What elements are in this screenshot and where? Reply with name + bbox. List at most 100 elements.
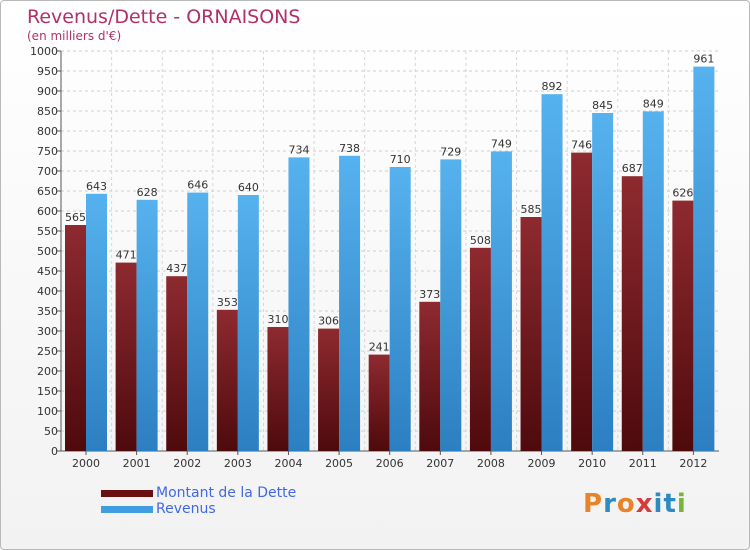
x-tick-label: 2001 <box>123 457 151 470</box>
bar-revenue <box>490 151 512 451</box>
data-label-revenue: 734 <box>288 143 309 156</box>
logo-letter: i <box>676 489 687 519</box>
y-tick-label: 300 <box>37 325 58 338</box>
x-tick-label: 2011 <box>629 457 657 470</box>
data-label-debt: 508 <box>470 234 491 247</box>
bar-revenue <box>288 157 310 451</box>
data-label-debt: 310 <box>267 313 288 326</box>
logo-letter: o <box>616 489 636 519</box>
y-tick-label: 450 <box>37 265 58 278</box>
labels-layer: 0 50 100 150 200 250 300 350 400 450 500 550 600 650 7… <box>30 45 714 470</box>
bar-revenue <box>339 155 361 452</box>
y-tick-label: 800 <box>37 125 58 138</box>
bar-debt <box>469 247 491 451</box>
chart-title: Revenus/Dette - ORNAISONS <box>27 6 301 28</box>
y-tick-label: 100 <box>37 405 58 418</box>
y-tick-label: 500 <box>37 245 58 258</box>
legend-label-debt: Montant de la Dette <box>156 485 297 501</box>
y-tick-label: 250 <box>37 345 58 358</box>
bar-chart: 0 50 100 150 200 250 300 350 400 450 500 550 600 650 7… <box>30 45 719 470</box>
bar-revenue <box>389 167 411 451</box>
bar-debt <box>368 354 390 451</box>
logo-letter: r <box>603 489 617 519</box>
bars-layer <box>65 66 715 452</box>
y-tick-label: 550 <box>37 225 58 238</box>
y-tick-label: 0 <box>51 445 58 458</box>
bar-debt <box>419 301 441 451</box>
chart-subtitle: (en milliers d'€) <box>27 29 122 43</box>
logo-letter: t <box>663 489 677 519</box>
y-tick-label: 350 <box>37 305 58 318</box>
data-label-revenue: 646 <box>187 179 208 192</box>
bar-revenue <box>541 94 563 451</box>
data-label-debt: 437 <box>166 262 187 275</box>
data-label-revenue: 961 <box>693 53 714 66</box>
data-label-revenue: 729 <box>440 145 461 158</box>
x-tick-label: 2004 <box>274 457 302 470</box>
x-tick-label: 2010 <box>578 457 606 470</box>
logo-letter: i <box>653 489 664 519</box>
x-tick-label: 2012 <box>679 457 707 470</box>
bar-debt <box>621 176 643 451</box>
bar-debt <box>216 309 238 451</box>
bar-revenue <box>86 193 107 452</box>
legend-swatch-revenue <box>101 506 153 513</box>
data-label-revenue: 892 <box>542 80 563 93</box>
bar-debt <box>65 225 86 451</box>
x-tick-label: 2008 <box>477 457 505 470</box>
x-tick-label: 2003 <box>224 457 252 470</box>
y-tick-label: 150 <box>37 385 58 398</box>
data-label-revenue: 845 <box>592 99 613 112</box>
data-label-debt: 565 <box>65 211 86 224</box>
data-label-debt: 471 <box>116 249 137 262</box>
data-label-revenue: 628 <box>137 186 158 199</box>
y-tick-label: 700 <box>37 165 58 178</box>
x-tick-label: 2000 <box>72 457 100 470</box>
data-label-debt: 241 <box>369 341 390 354</box>
data-label-revenue: 640 <box>238 181 259 194</box>
y-tick-label: 1000 <box>30 45 58 58</box>
x-tick-label: 2005 <box>325 457 353 470</box>
bar-debt <box>267 327 289 451</box>
data-label-revenue: 749 <box>491 137 512 150</box>
bar-revenue <box>642 111 664 452</box>
bar-debt <box>318 328 340 451</box>
data-label-debt: 746 <box>571 139 592 152</box>
bar-debt <box>166 276 188 451</box>
data-label-debt: 585 <box>521 203 542 216</box>
legend-swatch-debt <box>101 490 153 497</box>
bar-revenue <box>592 113 614 451</box>
legend-label-revenue: Revenus <box>156 501 216 517</box>
data-label-debt: 306 <box>318 315 339 328</box>
x-tick-label: 2007 <box>426 457 454 470</box>
bar-debt <box>520 217 542 451</box>
y-tick-label: 50 <box>44 425 58 438</box>
y-tick-label: 400 <box>37 285 58 298</box>
y-tick-label: 900 <box>37 85 58 98</box>
data-label-debt: 626 <box>672 187 693 200</box>
bar-revenue <box>237 195 259 451</box>
bar-revenue <box>693 66 715 451</box>
y-tick-label: 200 <box>37 365 58 378</box>
data-label-debt: 353 <box>217 296 238 309</box>
y-tick-label: 950 <box>37 65 58 78</box>
x-tick-label: 2009 <box>528 457 556 470</box>
bar-revenue <box>187 192 209 451</box>
data-label-debt: 373 <box>419 288 440 301</box>
y-tick-label: 650 <box>37 185 58 198</box>
bar-debt <box>672 200 694 451</box>
bar-revenue <box>440 159 462 451</box>
data-label-revenue: 849 <box>643 97 664 110</box>
y-tick-label: 600 <box>37 205 58 218</box>
bar-debt <box>115 262 137 451</box>
bar-revenue <box>136 199 158 451</box>
x-tick-label: 2006 <box>376 457 404 470</box>
bar-debt <box>571 152 593 451</box>
data-label-debt: 687 <box>622 162 643 175</box>
logo-letter: P <box>583 489 604 519</box>
proxiti-logo: Proxiti <box>583 489 687 519</box>
y-tick-label: 850 <box>37 105 58 118</box>
logo-letter: x <box>635 489 654 519</box>
data-label-revenue: 738 <box>339 142 360 155</box>
